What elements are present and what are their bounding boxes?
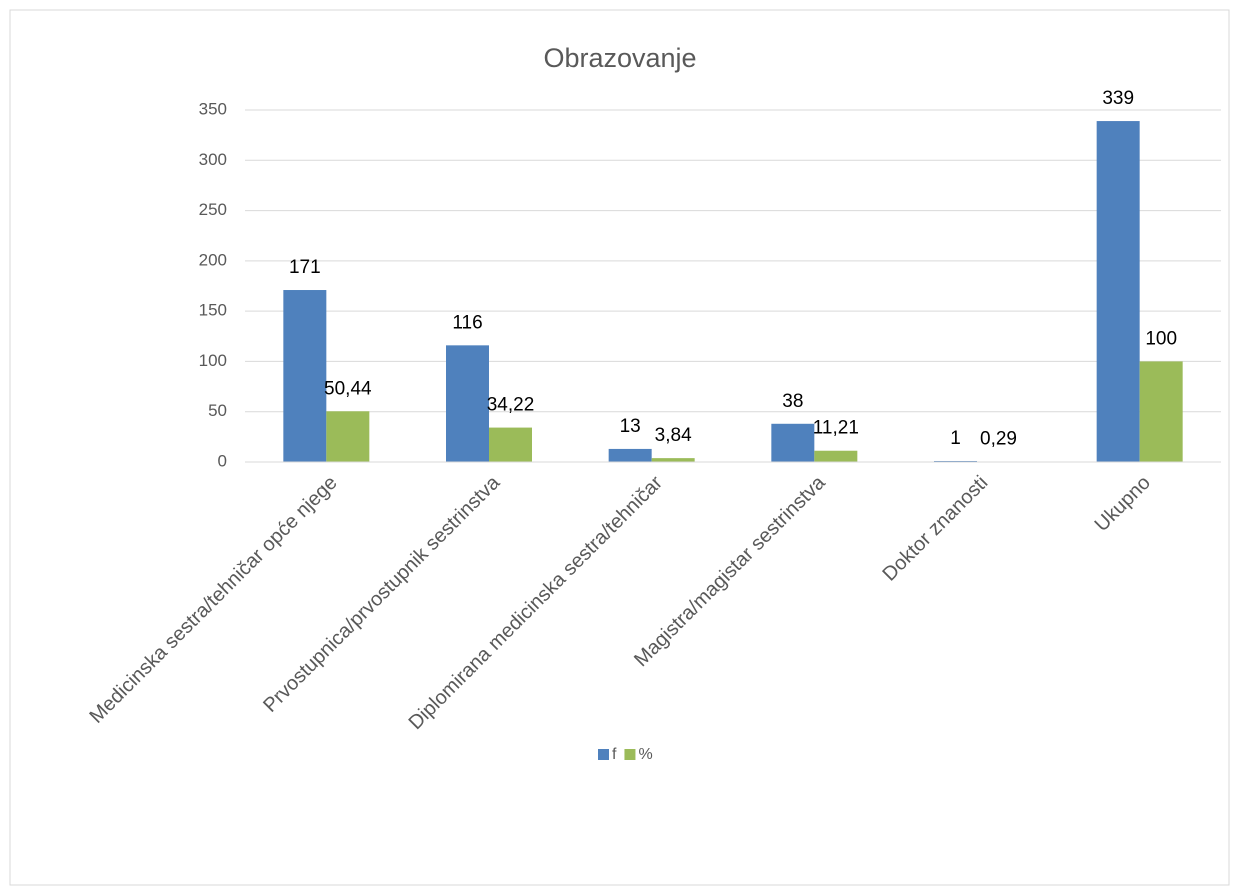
y-tick-label: 250 [199,200,227,219]
data-label: 171 [289,257,321,278]
bar [651,458,695,462]
data-label: 13 [620,416,641,437]
data-label: 11,21 [813,418,859,439]
data-label: 116 [452,312,482,333]
data-label: 100 [1145,328,1177,349]
data-label: 1 [950,428,961,449]
data-label: 38 [782,391,803,412]
bar [1096,121,1140,462]
y-tick-label: 350 [199,99,227,118]
data-label: 339 [1102,88,1134,109]
y-tick-label: 300 [199,150,227,169]
y-tick-label: 100 [199,351,227,370]
data-label: 0,29 [980,429,1017,450]
chart-border [9,9,1230,886]
bar [326,411,370,462]
data-label: 34,22 [487,395,535,416]
bar [1139,361,1183,462]
bar [608,448,652,462]
legend-swatch [624,749,636,760]
bar [446,345,489,462]
bar [489,427,532,462]
bar [771,423,815,462]
y-tick-label: 50 [208,401,227,420]
data-label: 3,84 [655,425,692,446]
chart-title: Obrazovanje [543,43,696,73]
bar [814,450,858,462]
y-tick-label: 0 [218,451,227,470]
data-label: 50,44 [324,378,372,399]
y-tick-label: 200 [199,250,227,269]
legend-label: % [638,746,652,763]
legend-label: f [612,746,617,763]
y-tick-label: 150 [199,301,227,320]
bar [283,290,327,462]
bar [934,460,977,462]
legend-swatch [598,749,609,760]
